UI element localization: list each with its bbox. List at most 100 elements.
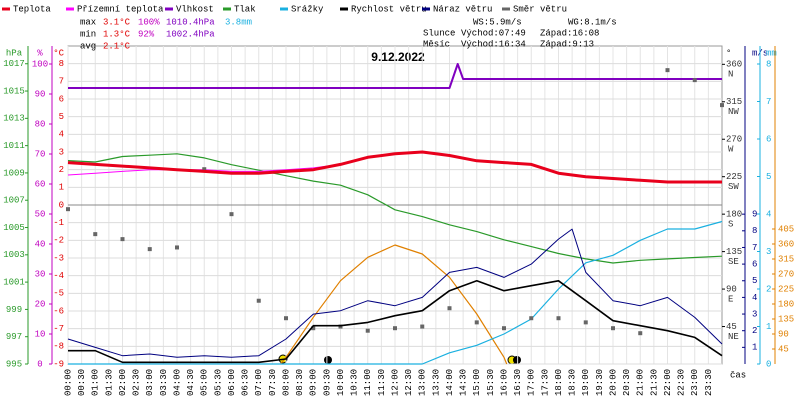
y-tick-label: 4 xyxy=(59,130,64,140)
x-tick-label: 06:30 xyxy=(241,369,251,396)
x-tick-label: 03:30 xyxy=(159,369,169,396)
y-tick-label: 5 xyxy=(766,172,771,182)
legend-label: Náraz větru xyxy=(433,4,492,14)
axis-unit: % xyxy=(37,48,43,58)
y-tick-label: 8 xyxy=(59,59,64,69)
compass-label: NE xyxy=(728,332,739,342)
direction-point xyxy=(502,326,506,331)
y-tick-label: 270 xyxy=(778,269,794,279)
y-tick-label: 5 xyxy=(59,112,64,122)
sun-stat: Západ:16:08 xyxy=(540,28,599,38)
x-tick-label: 01:00 xyxy=(91,369,101,396)
series-line xyxy=(67,153,723,264)
x-tick-label: 18:00 xyxy=(554,369,564,396)
y-tick-label: 225 xyxy=(726,172,742,182)
stat-text: avg xyxy=(80,41,96,51)
direction-point xyxy=(93,232,98,237)
axis-unit: °C xyxy=(53,48,64,58)
direction-point xyxy=(120,237,125,242)
y-tick-label: 70 xyxy=(35,149,46,159)
series-line xyxy=(68,63,722,89)
x-tick-label: 20:30 xyxy=(622,369,632,396)
axis-unit: ° xyxy=(726,48,731,58)
y-tick-label: 10 xyxy=(35,329,46,339)
x-tick-label: 10:30 xyxy=(350,369,360,396)
y-tick-label: -8 xyxy=(53,342,64,352)
x-tick-label: 08:30 xyxy=(295,369,305,396)
y-tick-label: 40 xyxy=(35,239,46,249)
sun-stat: Slunce xyxy=(423,28,455,38)
y-tick-label: 90 xyxy=(778,329,789,339)
x-tick-label: 19:30 xyxy=(595,369,605,396)
direction-point xyxy=(393,326,397,331)
moon-stat: Východ:16:34 xyxy=(461,39,526,49)
direction-point xyxy=(665,68,670,73)
sun-stat: Východ:07:49 xyxy=(461,28,526,38)
x-tick-label: 05:00 xyxy=(200,369,210,396)
stat-text: 92% xyxy=(138,29,155,39)
direction-point xyxy=(365,328,370,333)
y-tick-label: 30 xyxy=(35,269,46,279)
stat-text: 1.3°C xyxy=(103,29,131,39)
y-tick-label: 1015 xyxy=(3,86,25,96)
direction-point xyxy=(529,316,534,321)
x-tick-label: 10:00 xyxy=(336,369,346,396)
y-tick-label: 270 xyxy=(726,135,742,145)
y-tick-label: -5 xyxy=(53,289,64,299)
x-tick-label: 21:00 xyxy=(636,369,646,396)
x-tick-label: 12:30 xyxy=(404,369,414,396)
legend-label: Teplota xyxy=(13,4,51,14)
moon-stat: Západ:9:13 xyxy=(540,39,594,49)
stat-text: max xyxy=(80,17,96,27)
x-tick-label: 04:00 xyxy=(172,369,182,396)
x-tick-label: 06:00 xyxy=(227,369,237,396)
y-tick-label: 6 xyxy=(59,94,64,104)
y-tick-label: 9 xyxy=(752,210,757,220)
x-tick-label: 07:30 xyxy=(268,369,278,396)
y-tick-label: -1 xyxy=(53,218,64,228)
y-tick-label: 7 xyxy=(752,243,757,253)
y-tick-label: -9 xyxy=(53,359,64,369)
y-tick-label: 7 xyxy=(766,97,771,107)
y-tick-label: 1009 xyxy=(3,168,25,178)
moonrise-icon xyxy=(513,356,521,364)
y-tick-label: 1001 xyxy=(3,277,25,287)
y-tick-label: 3 xyxy=(59,147,64,157)
compass-label: E xyxy=(728,294,733,304)
series-line xyxy=(68,220,723,365)
compass-label: S xyxy=(728,220,733,230)
x-tick-label: 23:00 xyxy=(690,369,700,396)
y-tick-label: 2 xyxy=(766,284,771,294)
x-tick-label: 09:00 xyxy=(309,369,319,396)
x-tick-label: 00:30 xyxy=(77,369,87,396)
x-tick-label: 11:30 xyxy=(377,369,387,396)
y-tick-label: 1 xyxy=(59,183,64,193)
direction-point xyxy=(147,247,152,252)
direction-point xyxy=(256,298,261,303)
x-tick-label: 13:30 xyxy=(431,369,441,396)
y-tick-label: 5 xyxy=(752,276,757,286)
direction-point xyxy=(583,320,588,325)
legend-label: Směr větru xyxy=(513,4,567,14)
y-tick-label: 90 xyxy=(726,284,737,294)
direction-point xyxy=(611,326,615,331)
stat-text: 2.1°C xyxy=(103,41,131,51)
x-tick-label: 18:30 xyxy=(568,369,578,396)
chart-title: 9.12.2022 xyxy=(371,50,425,64)
y-tick-label: 2 xyxy=(59,165,64,175)
x-tick-label: 17:30 xyxy=(540,369,550,396)
direction-point xyxy=(311,326,316,331)
y-tick-label: 1013 xyxy=(3,114,25,124)
direction-point xyxy=(66,207,70,212)
legend-label: Rychlost větru xyxy=(351,4,427,14)
y-tick-label: 45 xyxy=(778,344,789,354)
legend-label: Přízemní teplota xyxy=(77,4,164,14)
x-axis-unit: čas xyxy=(730,370,746,380)
x-tick-label: 02:30 xyxy=(132,369,142,396)
direction-point xyxy=(202,167,207,172)
x-tick-label: 17:00 xyxy=(527,369,537,396)
x-tick-label: 00:00 xyxy=(63,369,73,396)
y-tick-label: 3 xyxy=(766,247,771,257)
direction-point xyxy=(229,212,234,217)
